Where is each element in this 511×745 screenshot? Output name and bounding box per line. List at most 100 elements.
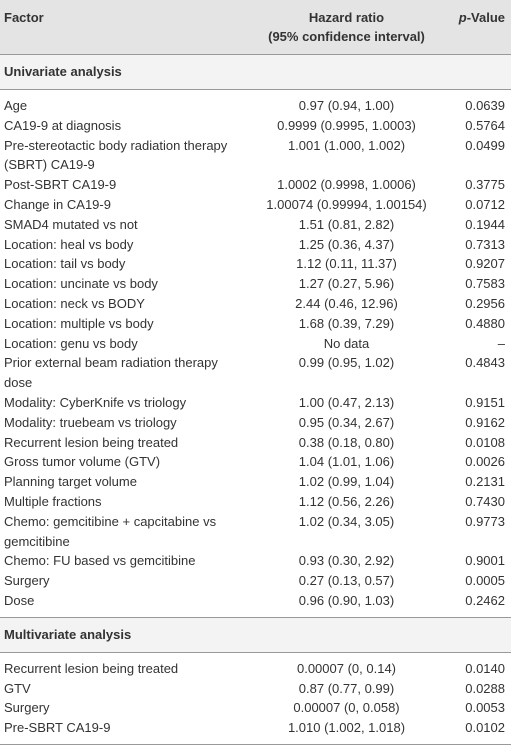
factor-cell: Post-SBRT CA19-9 [4, 177, 117, 193]
table-row: Modality: truebeam vs triology 0.95 (0.34… [0, 413, 511, 433]
hazard-ratio-cell: 0.93 (0.30, 2.92) [298, 553, 395, 569]
header-line: (95% confidence interval) [268, 29, 425, 44]
p-value-cell: 0.0499 [465, 137, 505, 153]
hazard-ratio-cell: 1.02 (0.99, 1.04) [298, 474, 395, 490]
p-value-cell: 0.1944 [465, 216, 505, 232]
factor-cell: Chemo: gemcitibine + capcitabine vs gemc… [4, 513, 217, 549]
table-section: Multivariate analysis Recurrent lesion be… [0, 616, 511, 745]
p-value-cell: 0.0639 [465, 98, 505, 113]
table-row: Prior external beam radiation therapy do… [0, 353, 511, 393]
section-title: Multivariate analysis [0, 616, 511, 653]
p-value-cell: 0.0712 [465, 196, 505, 212]
hazard-ratio-cell: 1.00 (0.47, 2.13) [298, 394, 395, 410]
table-row: Age 0.97 (0.94, 1.00) 0.0639 [0, 96, 511, 116]
hazard-ratio-cell: 0.27 (0.13, 0.57) [298, 573, 395, 589]
hazard-ratio-cell: 1.51 (0.81, 2.82) [298, 216, 395, 232]
factor-cell: Location: neck vs BODY [4, 295, 145, 311]
factor-cell: Surgery [4, 700, 50, 716]
factor-cell: CA19-9 at diagnosis [4, 117, 122, 133]
factor-cell: Prior external beam radiation therapy do… [4, 355, 218, 391]
hazard-ratio-cell: 0.96 (0.90, 1.03) [298, 592, 395, 608]
hazard-ratio-cell: 1.27 (0.27, 5.96) [298, 276, 395, 292]
table-row: Location: neck vs BODY 2.44 (0.46, 12.96)… [0, 294, 511, 314]
factor-cell: Surgery [4, 573, 50, 589]
table-row: Chemo: gemcitibine + capcitabine vs gemc… [0, 512, 511, 552]
p-value-cell: 0.4880 [465, 315, 505, 331]
p-value-cell: 0.7430 [465, 493, 505, 509]
hazard-ratio-cell: 1.04 (1.01, 1.06) [298, 454, 395, 470]
table-row: Pre-SBRT CA19-9 1.010 (1.002, 1.018) 0.010… [0, 718, 511, 738]
p-value-cell: 0.3775 [465, 177, 505, 193]
table-row: Location: tail vs body 1.12 (0.11, 11.37)… [0, 254, 511, 274]
factor-cell: Multiple fractions [4, 493, 102, 509]
table-row: Surgery 0.27 (0.13, 0.57) 0.0005 [0, 571, 511, 591]
factor-cell: Gross tumor volume (GTV) [4, 454, 161, 470]
hazard-ratio-cell: 1.02 (0.34, 3.05) [298, 513, 395, 529]
table-row: Modality: CyberKnife vs triology 1.00 (0.… [0, 393, 511, 413]
factor-cell: Chemo: FU based vs gemcitibine [4, 553, 196, 569]
table-row: Recurrent lesion being treated 0.00007 (0… [0, 659, 511, 679]
factor-cell: SMAD4 mutated vs not [4, 216, 138, 232]
p-value-cell: 0.0108 [465, 434, 505, 450]
p-value-cell: 0.7583 [465, 276, 505, 292]
factor-cell: Age [4, 98, 28, 113]
hazard-ratio-cell: 1.0002 (0.9998, 1.0006) [277, 177, 416, 193]
p-value-cell: 0.2462 [465, 592, 505, 608]
table-row: Location: multiple vs body 1.68 (0.39, 7.… [0, 314, 511, 334]
p-value-cell: 0.5764 [465, 117, 505, 133]
factor-cell: Location: genu vs body [4, 335, 138, 351]
hazard-ratio-cell: 1.12 (0.56, 2.26) [298, 493, 395, 509]
table-header: Factor Hazard ratio (95% confidence inter… [0, 0, 511, 55]
factor-cell: Location: uncinate vs body [4, 276, 158, 292]
hazard-ratio-cell: 0.00007 (0, 0.14) [296, 660, 397, 676]
table-section: Univariate analysis Age 0.97 (0.94, 1.00) 0… [0, 54, 511, 618]
section-row: Univariate analysis [0, 54, 511, 90]
table-row: Location: uncinate vs body 1.27 (0.27, 5.… [0, 274, 511, 294]
table-row: SMAD4 mutated vs not 1.51 (0.81, 2.82) 0.1… [0, 215, 511, 235]
p-value-cell: 0.9207 [465, 256, 505, 272]
p-value-cell: 0.9151 [465, 394, 505, 410]
hazard-ratio-cell: 1.010 (1.002, 1.018) [287, 720, 406, 736]
header-p-value: p-Value [445, 0, 511, 55]
hazard-ratio-cell: 2.44 (0.46, 12.96) [295, 295, 398, 311]
hazard-ratio-cell: 1.00074 (0.99994, 1.00154) [266, 196, 427, 212]
header-p-value-text: p-Value [458, 10, 505, 25]
p-value-cell: – [497, 335, 505, 351]
p-value-cell: 0.0005 [465, 573, 505, 589]
factor-cell: Planning target volume [4, 474, 137, 490]
table-row: GTV 0.87 (0.77, 0.99) 0.0288 [0, 679, 511, 699]
p-value-cell: 0.0053 [465, 700, 505, 716]
table-row: Location: heal vs body 1.25 (0.36, 4.37) 0… [0, 235, 511, 255]
p-value-cell: 0.4843 [465, 355, 505, 371]
p-value-cell: 0.0102 [465, 720, 505, 736]
table-row: Location: genu vs body No data – [0, 334, 511, 354]
table-row: Post-SBRT CA19-9 1.0002 (0.9998, 1.0006) 0… [0, 175, 511, 195]
hazard-ratio-cell: 0.00007 (0, 0.058) [293, 700, 400, 716]
factor-cell: Modality: truebeam vs triology [4, 414, 177, 430]
factor-cell: Pre-stereotactic body radiation therapy … [4, 137, 228, 173]
factor-cell: Recurrent lesion being treated [4, 660, 179, 676]
factor-cell: Pre-SBRT CA19-9 [4, 720, 111, 736]
hazard-ratio-cell: 0.87 (0.77, 0.99) [298, 680, 395, 696]
table-row: Recurrent lesion being treated 0.38 (0.18… [0, 433, 511, 453]
p-value-cell: 0.2131 [465, 474, 505, 490]
table-row: Gross tumor volume (GTV) 1.04 (1.01, 1.06… [0, 452, 511, 472]
p-value-cell: 0.7313 [465, 236, 505, 252]
hazard-ratio-cell: 0.9999 (0.9995, 1.0003) [277, 117, 416, 133]
hazard-ratio-cell: 1.68 (0.39, 7.29) [298, 315, 395, 331]
table-row: Planning target volume 1.02 (0.99, 1.04) 0… [0, 472, 511, 492]
factor-cell: Recurrent lesion being treated [4, 434, 179, 450]
hazard-ratio-cell: 0.95 (0.34, 2.67) [298, 414, 395, 430]
p-value-cell: 0.9001 [465, 553, 505, 569]
factor-cell: Dose [4, 592, 35, 608]
header-line: Hazard ratio [308, 10, 385, 25]
p-value-cell: 0.0026 [465, 454, 505, 470]
table-row: Chemo: FU based vs gemcitibine 0.93 (0.30… [0, 551, 511, 571]
section-title: Univariate analysis [0, 54, 511, 90]
factor-cell: GTV [4, 680, 31, 696]
p-value-cell: 0.9773 [465, 513, 505, 529]
hazard-ratio-cell: 1.12 (0.11, 11.37) [296, 256, 397, 272]
factor-cell: Modality: CyberKnife vs triology [4, 394, 187, 410]
p-value-cell: 0.0140 [465, 660, 505, 676]
